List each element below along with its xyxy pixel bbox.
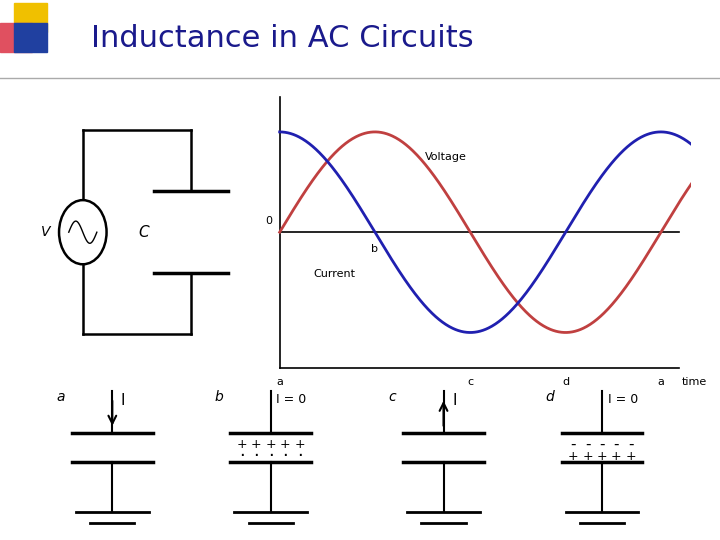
Text: C: C	[138, 225, 148, 240]
Text: a: a	[56, 389, 65, 403]
Text: +: +	[626, 450, 636, 463]
Text: +: +	[582, 450, 593, 463]
Text: I: I	[452, 394, 456, 408]
Text: a: a	[276, 376, 283, 387]
Text: -: -	[628, 437, 634, 452]
Text: +: +	[597, 450, 607, 463]
Text: I = 0: I = 0	[276, 393, 307, 406]
Text: ·: ·	[268, 447, 274, 465]
Bar	[0, 23, 32, 52]
Text: +: +	[568, 450, 578, 463]
Text: -: -	[570, 437, 576, 452]
Text: +: +	[280, 438, 290, 451]
Bar	[14, 23, 47, 52]
Text: Inductance in AC Circuits: Inductance in AC Circuits	[91, 24, 474, 53]
Text: Voltage: Voltage	[426, 152, 467, 162]
Text: +: +	[251, 438, 261, 451]
Text: +: +	[237, 438, 247, 451]
Text: b: b	[372, 244, 379, 254]
Text: I = 0: I = 0	[608, 393, 638, 406]
Text: -: -	[613, 437, 619, 452]
Text: time: time	[682, 376, 707, 387]
Text: I: I	[121, 394, 125, 408]
Text: ·: ·	[282, 447, 288, 465]
Text: +: +	[294, 438, 305, 451]
Text: c: c	[467, 376, 473, 387]
Text: d: d	[546, 389, 554, 403]
Text: b: b	[215, 389, 223, 403]
Text: ·: ·	[297, 447, 302, 465]
Text: Current: Current	[313, 269, 355, 279]
Text: +: +	[266, 438, 276, 451]
Text: a: a	[657, 376, 665, 387]
Text: -: -	[599, 437, 605, 452]
Text: -: -	[585, 437, 590, 452]
Circle shape	[59, 200, 107, 264]
Bar	[14, 3, 47, 32]
Text: V: V	[41, 225, 51, 239]
Text: 0: 0	[265, 216, 272, 226]
Text: +: +	[611, 450, 621, 463]
Text: ·: ·	[253, 447, 259, 465]
Text: ·: ·	[239, 447, 245, 465]
Text: d: d	[562, 376, 569, 387]
Text: c: c	[388, 389, 395, 403]
